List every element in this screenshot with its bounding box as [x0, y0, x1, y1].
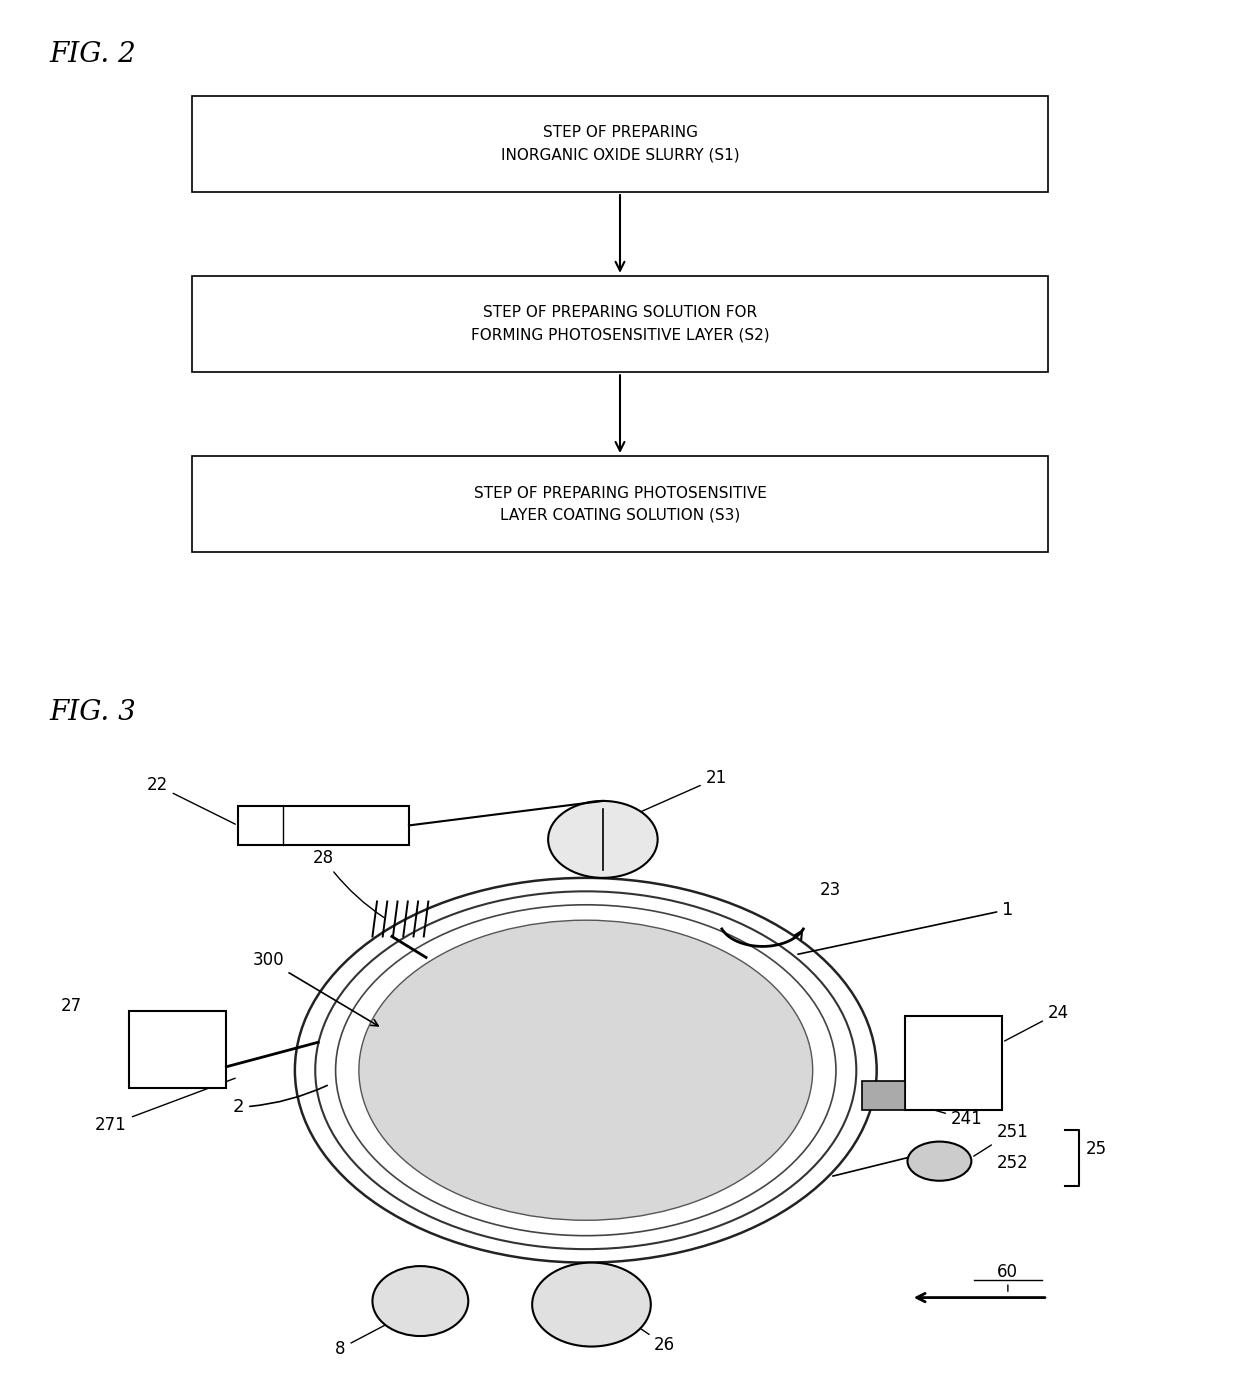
Bar: [238, 806, 409, 845]
Text: 27: 27: [61, 996, 82, 1014]
Ellipse shape: [358, 921, 812, 1220]
Ellipse shape: [315, 891, 857, 1249]
Ellipse shape: [336, 905, 836, 1235]
Text: 2: 2: [233, 1086, 327, 1116]
Text: 26: 26: [627, 1321, 676, 1354]
Text: 251: 251: [973, 1122, 1028, 1156]
Text: STEP OF PREPARING
INORGANIC OXIDE SLURRY (S1): STEP OF PREPARING INORGANIC OXIDE SLURRY…: [501, 126, 739, 162]
Ellipse shape: [372, 1266, 469, 1336]
Text: 22: 22: [146, 776, 236, 824]
Text: 21: 21: [629, 769, 727, 817]
Text: 252: 252: [997, 1154, 1028, 1172]
Circle shape: [908, 1142, 971, 1181]
Text: 271: 271: [95, 1079, 236, 1133]
Text: 60: 60: [997, 1262, 1018, 1280]
Text: 1: 1: [799, 901, 1013, 954]
Text: STEP OF PREPARING SOLUTION FOR
FORMING PHOTOSENSITIVE LAYER (S2): STEP OF PREPARING SOLUTION FOR FORMING P…: [471, 305, 769, 343]
Text: 23: 23: [820, 881, 841, 900]
Bar: [905, 1016, 1002, 1111]
Text: FIG. 2: FIG. 2: [50, 41, 136, 67]
Ellipse shape: [548, 800, 657, 879]
Bar: [129, 1010, 227, 1088]
FancyBboxPatch shape: [192, 456, 1048, 553]
Text: 8: 8: [335, 1319, 396, 1357]
Text: 300: 300: [252, 951, 378, 1025]
Text: 25: 25: [1085, 1140, 1106, 1158]
FancyBboxPatch shape: [192, 276, 1048, 372]
Text: 28: 28: [312, 849, 384, 918]
Text: FIG. 3: FIG. 3: [50, 700, 136, 726]
Text: 241: 241: [908, 1102, 982, 1129]
FancyBboxPatch shape: [192, 95, 1048, 192]
Ellipse shape: [532, 1262, 651, 1346]
Text: 24: 24: [1004, 1003, 1069, 1041]
Ellipse shape: [295, 879, 877, 1262]
Bar: [862, 1081, 905, 1111]
Text: STEP OF PREPARING PHOTOSENSITIVE
LAYER COATING SOLUTION (S3): STEP OF PREPARING PHOTOSENSITIVE LAYER C…: [474, 485, 766, 523]
